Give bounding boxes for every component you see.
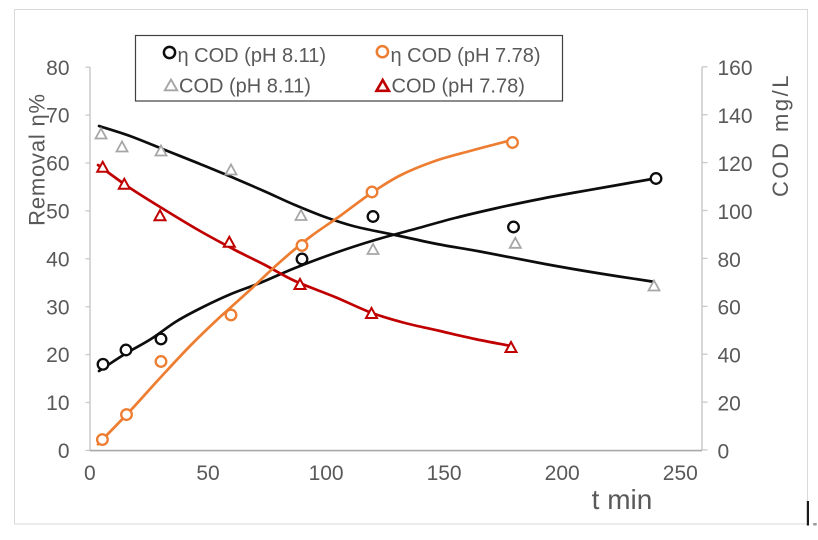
svg-text:40: 40 bbox=[718, 345, 741, 368]
svg-text:60: 60 bbox=[46, 153, 69, 176]
svg-text:20: 20 bbox=[46, 344, 69, 367]
svg-text:Removal η%: Removal η% bbox=[25, 93, 50, 226]
svg-text:η COD (pH 8.11): η COD (pH 8.11) bbox=[178, 45, 327, 67]
svg-text:0: 0 bbox=[58, 440, 70, 463]
svg-text:80: 80 bbox=[718, 249, 741, 272]
svg-text:120: 120 bbox=[718, 153, 753, 176]
svg-text:160: 160 bbox=[718, 57, 753, 80]
svg-text:50: 50 bbox=[196, 462, 219, 485]
svg-text:0: 0 bbox=[718, 440, 730, 463]
svg-text:20: 20 bbox=[718, 393, 741, 416]
svg-text:40: 40 bbox=[46, 248, 69, 271]
svg-text:0: 0 bbox=[84, 462, 96, 485]
svg-text:150: 150 bbox=[427, 462, 462, 485]
svg-text:80: 80 bbox=[46, 57, 69, 80]
svg-text:100: 100 bbox=[309, 462, 344, 485]
svg-text:100: 100 bbox=[718, 201, 753, 224]
svg-text:70: 70 bbox=[46, 105, 69, 128]
svg-text:200: 200 bbox=[545, 462, 580, 485]
svg-text:10: 10 bbox=[46, 392, 69, 415]
svg-text:COD (pH 7.78): COD (pH 7.78) bbox=[392, 76, 525, 98]
svg-text:COD (pH 8.11): COD (pH 8.11) bbox=[179, 76, 311, 98]
svg-text:50: 50 bbox=[46, 201, 69, 224]
svg-text:140: 140 bbox=[718, 105, 753, 128]
svg-text:t min: t min bbox=[592, 484, 653, 515]
svg-text:30: 30 bbox=[46, 296, 69, 319]
svg-text:60: 60 bbox=[718, 297, 741, 320]
svg-text:250: 250 bbox=[663, 462, 698, 485]
svg-text:COD mg/L: COD mg/L bbox=[768, 73, 793, 197]
svg-text:η COD (pH 7.78): η COD (pH 7.78) bbox=[391, 45, 541, 67]
